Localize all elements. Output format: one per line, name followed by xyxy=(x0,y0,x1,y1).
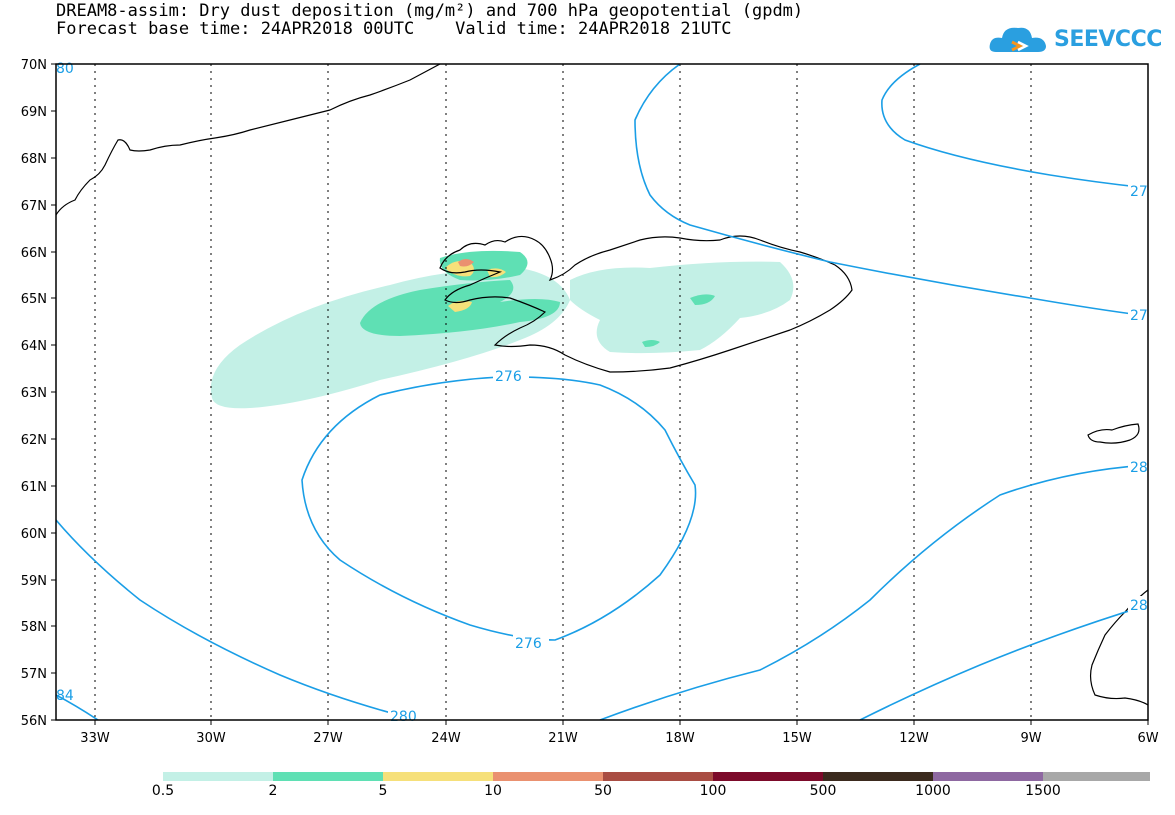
lat-label: 67N xyxy=(21,199,47,214)
lat-label: 63N xyxy=(21,386,47,401)
dust-area-5-10-b xyxy=(448,300,472,312)
lon-label: 6W xyxy=(1137,731,1158,746)
colorbar-label: 50 xyxy=(594,783,612,799)
colorbar-label: 500 xyxy=(809,783,837,799)
contour-southeast xyxy=(599,464,1148,720)
contour-label: 28 xyxy=(1130,460,1148,476)
longitude-labels: 33W 30W 27W 24W 21W 18W 15W 12W 9W 6W xyxy=(80,731,1158,746)
colorbar-segment xyxy=(163,772,273,781)
contour-label: 84 xyxy=(56,688,74,704)
contour-label: 80 xyxy=(56,61,74,77)
logo-text: SEEVCCC xyxy=(1054,27,1162,52)
contour-276-low xyxy=(301,376,697,641)
colorbar-segment xyxy=(603,772,713,781)
colorbar-label: 1000 xyxy=(915,783,951,799)
cloud-icon xyxy=(989,27,1046,52)
lat-label: 70N xyxy=(21,58,47,73)
contour-north-ridge xyxy=(634,64,1148,317)
dust-deposition-layer xyxy=(210,250,794,409)
lat-label: 62N xyxy=(21,433,47,448)
lon-label: 12W xyxy=(899,731,929,746)
greenland-coast xyxy=(56,64,441,216)
lon-label: 24W xyxy=(431,731,461,746)
contour-north-east xyxy=(881,64,1148,189)
dust-area-2-5-east xyxy=(690,294,715,305)
contour-label: 27 xyxy=(1130,184,1148,200)
lat-label: 56N xyxy=(21,714,47,729)
lon-label: 9W xyxy=(1020,731,1041,746)
contour-label: 280 xyxy=(390,709,417,725)
contour-label: 276 xyxy=(495,369,522,385)
dust-area-10-50 xyxy=(458,259,474,267)
chart-title: DREAM8-assim: Dry dust deposition (mg/m²… xyxy=(56,1,804,21)
lon-label: 21W xyxy=(548,731,578,746)
contour-label: 28 xyxy=(1130,598,1148,614)
lat-label: 59N xyxy=(21,574,47,589)
contour-labels: 276 276 280 84 80 27 27 28 28 xyxy=(56,61,1148,725)
lat-label: 61N xyxy=(21,480,47,495)
dust-area-2-5-east2 xyxy=(642,340,660,347)
lat-label: 60N xyxy=(21,527,47,542)
colorbar-label: 100 xyxy=(699,783,727,799)
colorbar-segment xyxy=(933,772,1043,781)
lon-label: 18W xyxy=(665,731,695,746)
dust-area-iceland xyxy=(570,261,794,354)
lat-label: 64N xyxy=(21,339,47,354)
seevccc-logo xyxy=(988,20,1148,60)
contour-corner-left xyxy=(56,694,99,720)
lat-label: 57N xyxy=(21,667,47,682)
contour-label: 276 xyxy=(515,636,542,652)
colorbar-label: 10 xyxy=(484,783,502,799)
colorbar-segment xyxy=(273,772,383,781)
contour-label: 27 xyxy=(1130,308,1148,324)
lat-label: 69N xyxy=(21,105,47,120)
dust-area-0.5-2 xyxy=(210,268,571,409)
lon-label: 33W xyxy=(80,731,110,746)
graticule xyxy=(94,64,1032,720)
lon-label: 15W xyxy=(782,731,812,746)
contour-southeast-2 xyxy=(859,604,1148,720)
colorbar-label: 5 xyxy=(378,783,388,799)
lat-label: 58N xyxy=(21,620,47,635)
chart-subtitle: Forecast base time: 24APR2018 00UTC Vali… xyxy=(56,19,732,39)
lat-label: 66N xyxy=(21,246,47,261)
colorbar-segment xyxy=(1043,772,1150,781)
latitude-labels: 70N 69N 68N 67N 66N 65N 64N 63N 62N 61N … xyxy=(21,58,47,729)
faroe-coast xyxy=(1087,423,1140,444)
colorbar-label: 2 xyxy=(268,783,278,799)
lon-label: 30W xyxy=(196,731,226,746)
ticks xyxy=(51,63,1149,725)
colorbar-segment xyxy=(823,772,933,781)
lat-label: 68N xyxy=(21,152,47,167)
colorbar-segment xyxy=(713,772,823,781)
contour-southwest xyxy=(56,519,411,719)
lon-label: 27W xyxy=(313,731,343,746)
colorbar-label: 1500 xyxy=(1025,783,1061,799)
lat-label: 65N xyxy=(21,292,47,307)
colorbar-label: 0.5 xyxy=(151,783,175,799)
colorbar-segment xyxy=(493,772,603,781)
colorbar-segment xyxy=(383,772,493,781)
iceland-coast xyxy=(439,235,853,373)
coastlines xyxy=(56,64,1148,706)
